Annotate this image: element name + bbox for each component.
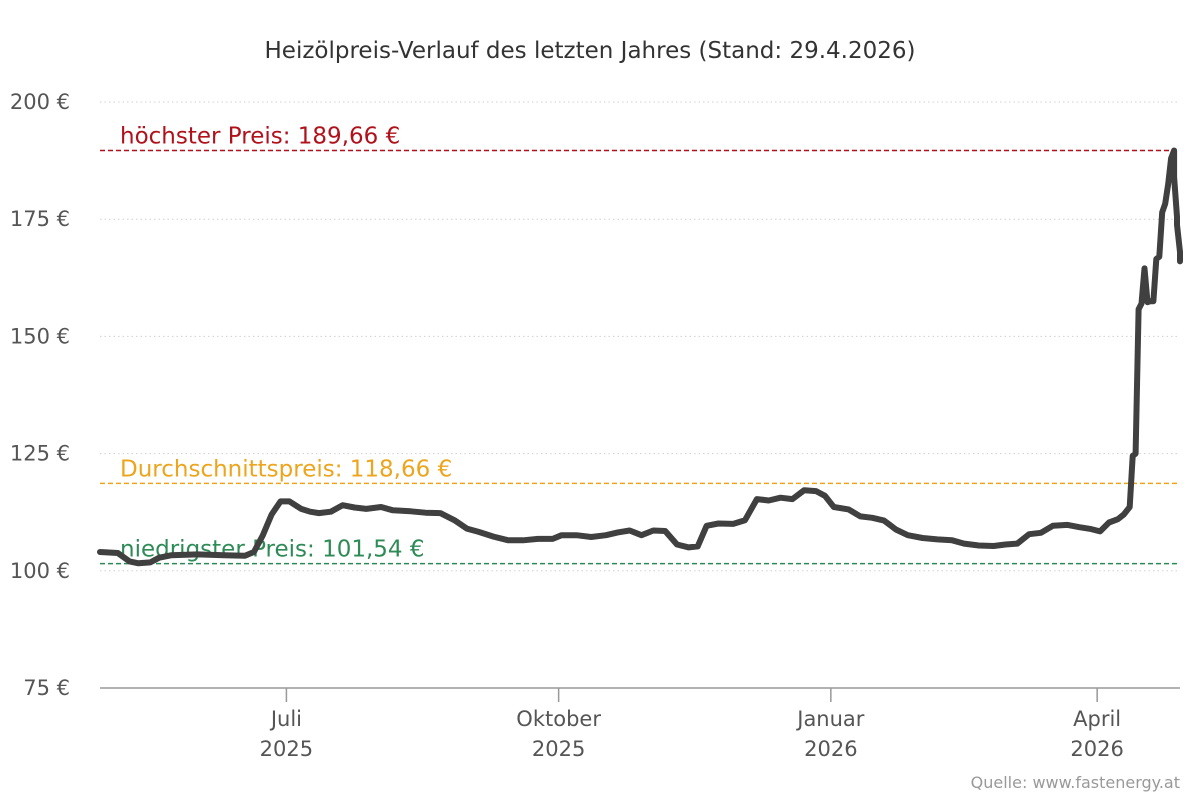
- series-line: [97, 147, 1183, 567]
- y-tick-label: 175 €: [10, 207, 70, 231]
- reference-line-label: höchster Preis: 189,66 €: [120, 123, 400, 149]
- chart-title: Heizölpreis-Verlauf des letzten Jahres (…: [265, 38, 916, 64]
- x-tick-month: Januar: [795, 707, 865, 731]
- x-tick-month: April: [1073, 707, 1121, 731]
- grid-lines: [100, 101, 1180, 572]
- x-tick-month: Juli: [269, 707, 302, 731]
- reference-lines: höchster Preis: 189,66 € Durchschnittspre…: [100, 123, 1180, 565]
- y-tick-label: 100 €: [10, 559, 70, 583]
- reference-line-label: Durchschnittspreis: 118,66 €: [120, 456, 452, 482]
- x-tick-year: 2026: [804, 737, 857, 761]
- x-tick-year: 2025: [532, 737, 585, 761]
- y-tick-label: 125 €: [10, 442, 70, 466]
- x-axis-ticks: Juli 2025 Oktober 2025 Januar 2026 April 2026: [260, 688, 1124, 761]
- x-tick-year: 2025: [260, 737, 313, 761]
- source-note: Quelle: www.fastenergy.at: [971, 773, 1180, 792]
- x-tick-month: Oktober: [516, 707, 601, 731]
- y-tick-label: 200 €: [10, 90, 70, 114]
- y-tick-label: 75 €: [23, 676, 70, 700]
- y-axis-ticks: 75 € 100 € 125 € 150 € 175 € 200 €: [10, 90, 70, 700]
- x-tick-year: 2026: [1070, 737, 1123, 761]
- y-tick-label: 150 €: [10, 324, 70, 348]
